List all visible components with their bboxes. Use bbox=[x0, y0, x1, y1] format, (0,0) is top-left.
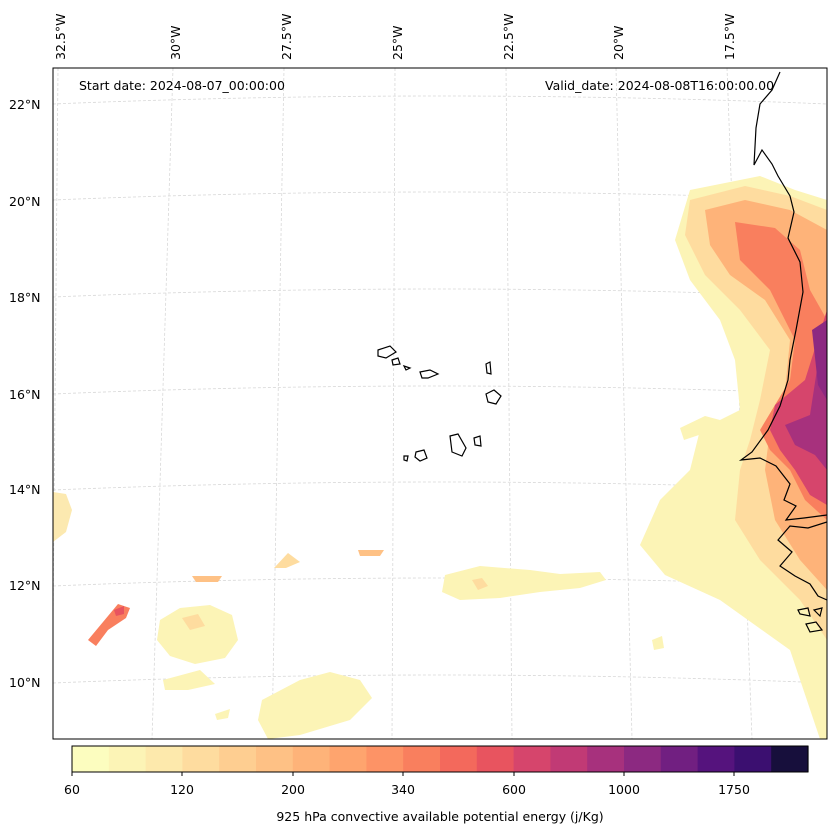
colorbar-swatch bbox=[366, 746, 404, 772]
cape-spot-3 bbox=[358, 550, 384, 556]
colorbar-swatch bbox=[587, 746, 625, 772]
coastline-bijagos bbox=[797, 607, 824, 633]
cape-blob-d bbox=[680, 416, 720, 440]
lon-label-32.5w: 32.5°W bbox=[53, 13, 68, 60]
lat-label-22n: 22°N bbox=[9, 97, 41, 112]
grid-lon-30w bbox=[151, 68, 174, 739]
colorbar-swatch bbox=[440, 746, 478, 772]
colorbar-title: 925 hPa convective available potential e… bbox=[276, 809, 604, 824]
cape-band-12n bbox=[442, 566, 606, 600]
colorbar-tick-340: 340 bbox=[391, 782, 415, 797]
colorbar-tick-60: 60 bbox=[64, 782, 80, 797]
island-santa-luzia bbox=[402, 364, 412, 371]
lat-label-16n: 16°N bbox=[9, 387, 41, 402]
grid-lat-20n bbox=[53, 191, 827, 201]
cape-blob-b bbox=[258, 672, 372, 739]
lon-label-17.5w: 17.5°W bbox=[722, 13, 737, 60]
island-maio bbox=[473, 435, 482, 447]
map-frame-border bbox=[52, 67, 828, 740]
cape-plume-core-max bbox=[812, 320, 827, 400]
colorbar-swatch bbox=[771, 746, 809, 772]
colorbar-tick-120: 120 bbox=[170, 782, 194, 797]
colorbar-tick-1750: 1750 bbox=[718, 782, 750, 797]
grid-lat-12n bbox=[53, 577, 827, 587]
lat-label-18n: 18°N bbox=[9, 290, 41, 305]
lon-label-20w: 20°W bbox=[611, 25, 626, 60]
colorbar-swatch bbox=[108, 746, 147, 772]
colorbar-swatch bbox=[734, 746, 772, 772]
island-santo-antao bbox=[377, 345, 397, 359]
colorbar-swatch bbox=[145, 746, 183, 772]
cape-plume-band-5 bbox=[770, 310, 827, 505]
grid-lon-22.5w bbox=[505, 68, 513, 739]
grid-lon-27.5w bbox=[271, 68, 285, 739]
colorbar-swatch bbox=[624, 746, 662, 772]
colorbar-swatch bbox=[72, 746, 110, 772]
cape-blob-e bbox=[652, 636, 664, 650]
colorbar-swatch bbox=[403, 746, 441, 772]
colorbar-swatch bbox=[476, 746, 515, 772]
grid-lat-14n bbox=[53, 481, 827, 491]
island-brava bbox=[403, 455, 409, 462]
island-sal bbox=[485, 361, 492, 375]
lat-label-14n: 14°N bbox=[9, 482, 41, 497]
graticule bbox=[53, 68, 827, 739]
island-fogo bbox=[414, 449, 428, 462]
cape-band-12n-spot bbox=[472, 578, 488, 590]
lat-label-10n: 10°N bbox=[9, 675, 41, 690]
grid-lat-16n bbox=[53, 385, 827, 395]
coastline-africa bbox=[738, 71, 827, 521]
island-boa-vista bbox=[485, 389, 502, 405]
colorbar-swatch bbox=[219, 746, 257, 772]
valid-date-label: Valid_date: 2024-08-08T16:00:00.00 bbox=[545, 78, 775, 93]
grid-lon-32.5w bbox=[53, 68, 59, 672]
start-date-label: Start date: 2024-08-07_00:00:00 bbox=[79, 78, 285, 93]
cape-patch-11n-core bbox=[182, 614, 205, 630]
coastlines bbox=[377, 71, 827, 633]
colorbar-swatch bbox=[697, 746, 735, 772]
colorbar-swatch bbox=[513, 746, 551, 772]
colorbar-tick-1000: 1000 bbox=[608, 782, 640, 797]
island-santiago bbox=[449, 433, 467, 457]
cape-plume-core bbox=[785, 330, 827, 470]
grid-lat-22n bbox=[53, 95, 827, 105]
cape-blob-a bbox=[163, 670, 215, 690]
grid-lat-18n bbox=[53, 288, 827, 298]
grid-lon-25w bbox=[391, 68, 396, 739]
island-sao-nicolau bbox=[419, 369, 440, 379]
colorbar-ticks bbox=[71, 772, 735, 776]
cape-patch-west bbox=[53, 492, 72, 542]
lat-label-20n: 20°N bbox=[9, 194, 41, 209]
cape-spot-2 bbox=[274, 553, 300, 568]
grid-lon-20w bbox=[615, 68, 633, 739]
colorbar-swatch bbox=[550, 746, 588, 772]
colorbar bbox=[72, 746, 809, 772]
colorbar-swatch bbox=[329, 746, 367, 772]
coastline-guinea bbox=[777, 521, 827, 601]
cape-blob-c bbox=[215, 709, 230, 720]
cape-patch-11n bbox=[157, 605, 238, 664]
grid-lat-10n bbox=[53, 674, 827, 684]
colorbar-border bbox=[71, 745, 809, 773]
colorbar-tick-200: 200 bbox=[281, 782, 305, 797]
colorbar-swatch bbox=[660, 746, 699, 772]
cape-spot-1 bbox=[192, 576, 222, 582]
lon-label-30w: 30°W bbox=[168, 25, 183, 60]
island-sao-vicente bbox=[391, 357, 401, 366]
cape-spot-red-1-core bbox=[114, 606, 124, 616]
colorbar-swatch bbox=[292, 746, 331, 772]
colorbar-swatch bbox=[182, 746, 220, 772]
colorbar-swatch bbox=[256, 746, 294, 772]
lon-label-22.5w: 22.5°W bbox=[501, 13, 516, 60]
lon-label-27.5w: 27.5°W bbox=[279, 13, 294, 60]
lat-label-12n: 12°N bbox=[9, 578, 41, 593]
colorbar-tick-600: 600 bbox=[502, 782, 526, 797]
lon-label-25w: 25°W bbox=[390, 25, 405, 60]
